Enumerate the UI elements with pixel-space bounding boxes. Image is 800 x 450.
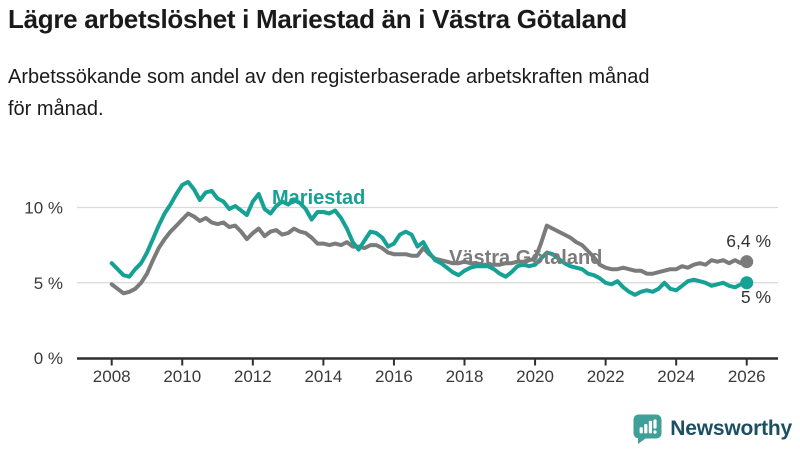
chart-header: Lägre arbetslöshet i Mariestad än i Väst… (8, 4, 792, 125)
series-end-dot-1 (740, 276, 754, 290)
y-tick-label: 10 % (24, 199, 63, 218)
end-value-label-0: 6,4 % (726, 231, 771, 251)
x-tick-label: 2008 (93, 367, 131, 386)
series-label-1: Mariestad (272, 187, 365, 209)
x-tick-label: 2026 (728, 367, 766, 386)
newsworthy-logo-text: Newsworthy (670, 417, 792, 440)
x-tick-label: 2016 (375, 367, 413, 386)
page-title: Lägre arbetslöshet i Mariestad än i Väst… (8, 4, 628, 34)
series-end-dot-0 (740, 255, 754, 269)
series-line-1 (109, 179, 749, 297)
y-tick-label: 0 % (34, 349, 63, 368)
x-tick-label: 2014 (304, 367, 342, 386)
subtitle-line-2: för månad. (8, 98, 104, 121)
newsworthy-bubble-chart-icon (633, 414, 662, 444)
x-tick-label: 2020 (516, 367, 554, 386)
subtitle-line-1: Arbetssökande som andel av den registerb… (8, 66, 650, 89)
x-tick-label: 2024 (657, 367, 695, 386)
newsworthy-logo[interactable]: Newsworthy (633, 414, 792, 444)
x-tick-label: 2022 (587, 367, 625, 386)
y-tick-label: 5 % (34, 274, 63, 293)
x-tick-label: 2010 (163, 367, 201, 386)
x-tick-label: 2018 (446, 367, 484, 386)
chart-subtitle: Arbetssökande som andel av den registerb… (8, 61, 792, 125)
end-value-label-1: 5 % (741, 287, 771, 307)
series-label-0: Västra Götaland (449, 247, 602, 269)
x-tick-label: 2012 (234, 367, 272, 386)
